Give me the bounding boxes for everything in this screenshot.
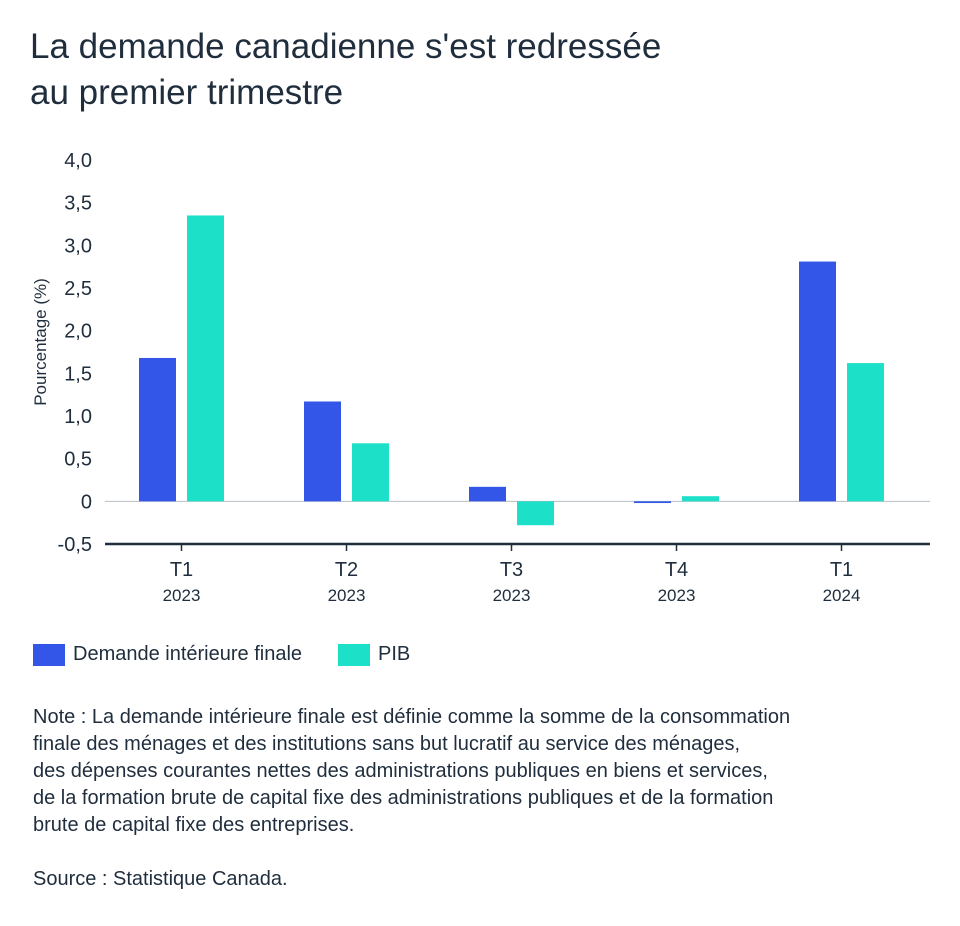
chart-title: La demande canadienne s'est redressée au…: [30, 24, 930, 116]
y-axis-title-group: Pourcentage (%): [31, 278, 50, 406]
x-tick-year: 2023: [658, 586, 696, 605]
bar-chart: Pourcentage (%) 4,0 3,5 3,0 2,5 2,0 1,5 1,0 0,5…: [31, 150, 930, 605]
legend-swatch-pib: [338, 643, 371, 666]
legend-item-demande: Demande intérieure finale: [33, 643, 302, 666]
bars: [139, 215, 884, 526]
y-tick-label: 4,0: [64, 150, 92, 172]
bar-pib-3: [517, 501, 554, 526]
x-tick-quarter: T4: [665, 559, 688, 581]
y-tick-label: 2,5: [64, 278, 92, 300]
y-tick-label: 1,0: [64, 406, 92, 428]
bar-pib-5: [847, 363, 884, 502]
x-tick-quarter: T2: [335, 559, 358, 581]
y-tick-label: 0: [81, 491, 92, 513]
legend: Demande intérieure finale PIB: [33, 643, 446, 666]
bar-pib-2: [352, 443, 389, 502]
y-tick-label: -0,5: [58, 534, 92, 556]
y-tick-label: 1,5: [64, 363, 92, 385]
bar-demande-1: [139, 357, 176, 502]
x-tick-year: 2024: [823, 586, 861, 605]
y-tick-label: 2,0: [64, 321, 92, 343]
chart-title-line-2: au premier trimestre: [30, 73, 344, 112]
legend-swatch-demande: [33, 643, 65, 666]
x-axis: T1 2023 T2 2023 T3 2023 T4 2023 T1 2024: [105, 542, 930, 605]
note-line-2: finale des ménages et des institutions s…: [33, 733, 741, 755]
y-axis-ticks: 4,0 3,5 3,0 2,5 2,0 1,5 1,0 0,5 0 -0,5: [58, 150, 92, 556]
bar-demande-5: [799, 261, 836, 502]
bar-pib-4: [682, 496, 719, 502]
x-tick-year: 2023: [328, 586, 366, 605]
note-line-3: des dépenses courantes nettes des admini…: [33, 760, 768, 782]
y-tick-label: 3,0: [64, 235, 92, 257]
x-tick-year: 2023: [163, 586, 201, 605]
chart-title-line-1: La demande canadienne s'est redressée: [30, 27, 662, 66]
x-tick-quarter: T1: [170, 559, 193, 581]
legend-item-pib: PIB: [338, 643, 410, 666]
note-line-5: brute de capital fixe des entreprises.: [33, 814, 355, 836]
bar-pib-1: [187, 215, 224, 502]
bar-demande-2: [304, 401, 341, 502]
y-tick-label: 3,5: [64, 193, 92, 215]
bar-demande-4: [634, 501, 671, 504]
chart-note: Note : La demande intérieure finale est …: [33, 704, 933, 839]
note-line-1: Note : La demande intérieure finale est …: [33, 706, 791, 728]
legend-label-pib: PIB: [378, 643, 411, 665]
y-axis-title: Pourcentage (%): [31, 278, 50, 406]
x-tick-quarter: T3: [500, 559, 523, 581]
bar-demande-3: [469, 486, 506, 502]
chart-source: Source : Statistique Canada.: [33, 868, 288, 890]
x-tick-quarter: T1: [830, 559, 853, 581]
y-tick-label: 0,5: [64, 449, 92, 471]
x-tick-year: 2023: [493, 586, 531, 605]
legend-label-demande: Demande intérieure finale: [73, 643, 303, 665]
note-line-4: de la formation brute de capital fixe de…: [33, 787, 774, 809]
